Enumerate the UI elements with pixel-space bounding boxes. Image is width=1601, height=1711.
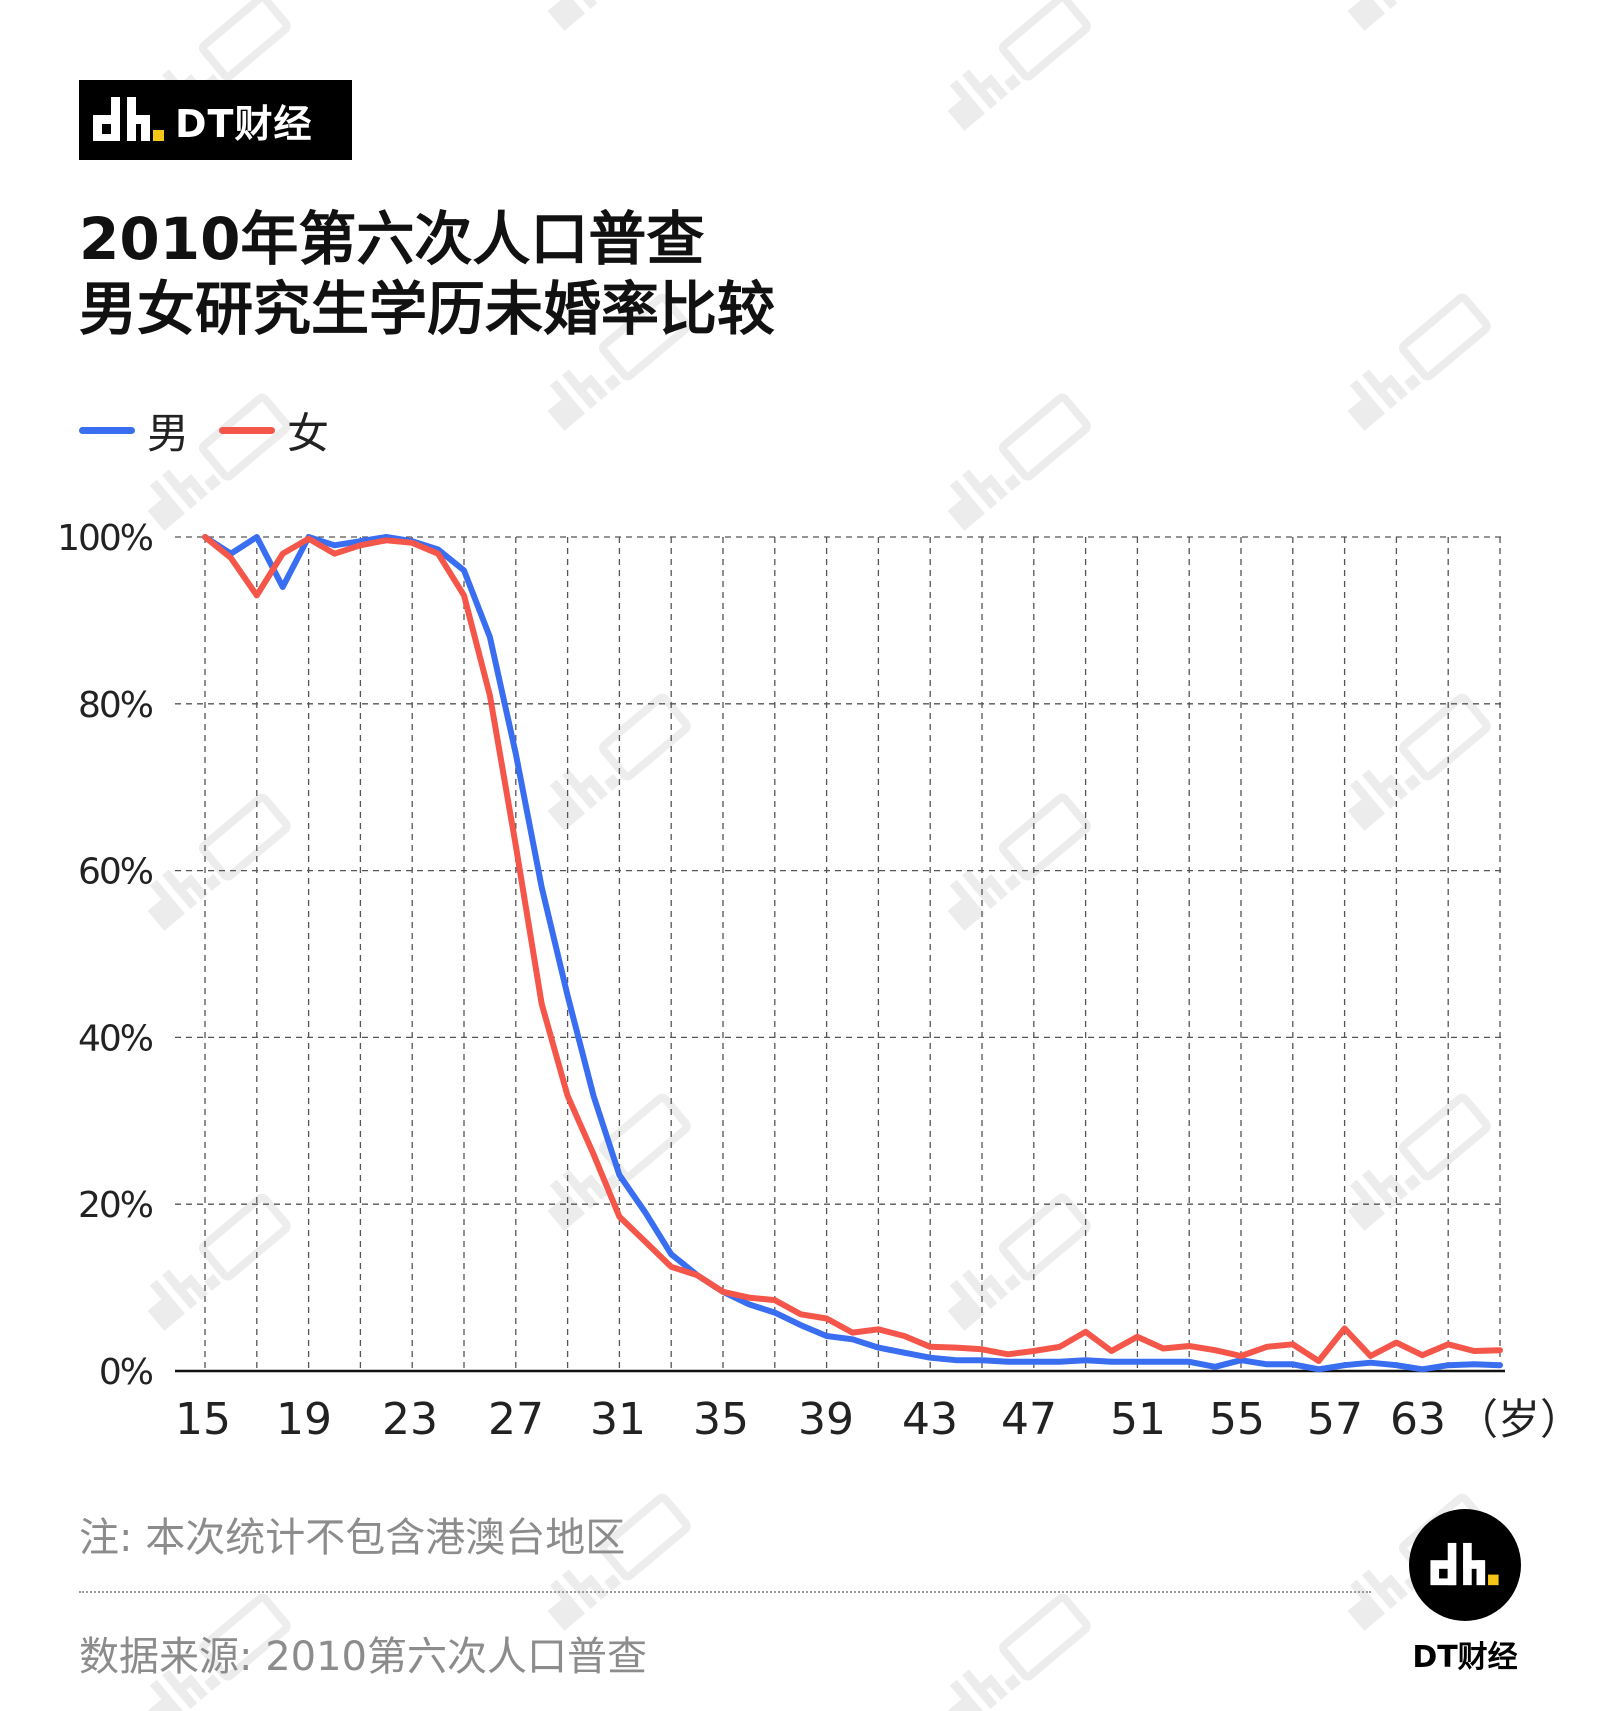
brand-badge-label: DT财经	[1412, 1640, 1518, 1675]
chart-title-line2: 男女研究生学历未婚率比较	[79, 275, 776, 343]
watermark-mark	[1347, 293, 1491, 431]
footer-divider	[79, 1591, 1371, 1593]
watermark-mark	[947, 1593, 1091, 1711]
watermark-mark	[1347, 1093, 1491, 1231]
watermark-mark	[147, 793, 291, 931]
watermark-mark	[947, 393, 1091, 531]
watermark-mark	[547, 0, 598, 31]
y-tick-label: 80%	[78, 685, 153, 726]
x-tick-label: 31	[590, 1394, 646, 1445]
x-tick-label: 47	[1001, 1394, 1057, 1445]
y-tick-label: 100%	[57, 518, 153, 559]
x-tick-label: 15	[175, 1394, 231, 1445]
x-tick-label: 39	[798, 1394, 854, 1445]
legend-swatch-male	[79, 426, 135, 434]
watermark-mark	[947, 0, 1091, 131]
watermark-mark	[147, 1593, 291, 1711]
watermark-mark	[547, 1493, 691, 1631]
x-tick-label: 43	[902, 1394, 958, 1445]
watermark-mark	[147, 393, 291, 531]
x-tick-label: 63	[1390, 1394, 1446, 1445]
x-tick-label: 35	[693, 1394, 749, 1445]
x-tick-label: 57	[1307, 1394, 1363, 1445]
x-tick-label: 55	[1209, 1394, 1265, 1445]
chart-title: 2010年第六次人口普查 男女研究生学历未婚率比较	[79, 204, 775, 344]
watermark-mark	[147, 1193, 291, 1331]
legend-swatch-female	[219, 426, 276, 434]
y-tick-label: 40%	[78, 1018, 153, 1059]
y-tick-label: 0%	[99, 1352, 153, 1393]
watermark-mark	[947, 793, 1091, 931]
watermark-mark	[547, 693, 691, 831]
chart-title-line1: 2010年第六次人口普查	[79, 205, 705, 273]
x-axis-unit-label: （岁）	[1456, 1395, 1582, 1444]
brand-name: DT财经	[175, 101, 313, 146]
legend: 男 女	[79, 405, 359, 458]
footnote: 注: 本次统计不包含港澳台地区	[79, 1515, 626, 1561]
brand-logo: DT财经	[79, 80, 352, 160]
y-tick-label: 20%	[78, 1185, 153, 1226]
watermark-mark	[1347, 0, 1398, 31]
dt-logo-icon	[93, 97, 164, 141]
legend-item-male: 男	[79, 400, 189, 461]
y-tick-label: 60%	[78, 852, 153, 893]
series-line-male	[202, 534, 1503, 1373]
dt-badge-icon	[1430, 1542, 1499, 1586]
legend-label-female: 女	[287, 408, 330, 458]
brand-badge	[1409, 1509, 1521, 1621]
legend-item-female: 女	[219, 400, 329, 461]
watermark-mark	[1347, 693, 1491, 831]
x-tick-label: 19	[276, 1394, 332, 1445]
x-tick-label: 23	[382, 1394, 438, 1445]
watermark-mark	[547, 293, 691, 431]
watermark-mark	[947, 1193, 1091, 1331]
x-tick-label: 51	[1110, 1394, 1166, 1445]
data-source: 数据来源: 2010第六次人口普查	[79, 1634, 647, 1680]
legend-label-male: 男	[147, 408, 190, 458]
series-line-female	[202, 534, 1503, 1364]
x-tick-label: 27	[488, 1394, 544, 1445]
